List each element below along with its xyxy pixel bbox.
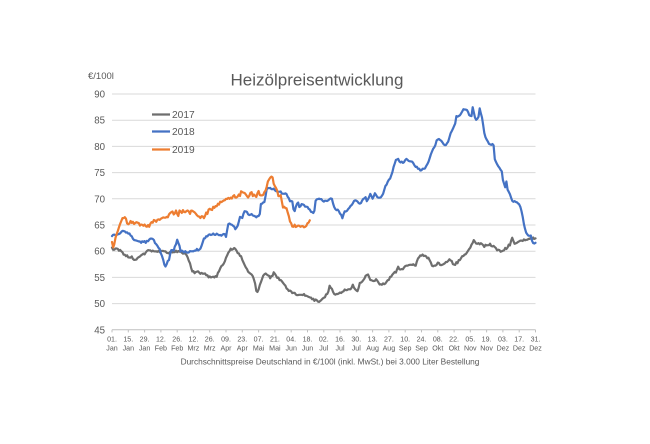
svg-text:26.: 26. bbox=[205, 336, 215, 344]
svg-text:29.: 29. bbox=[140, 336, 150, 344]
svg-text:Okt: Okt bbox=[432, 345, 443, 353]
svg-text:10.: 10. bbox=[400, 336, 410, 344]
svg-text:Jul: Jul bbox=[335, 345, 344, 353]
svg-text:15.: 15. bbox=[123, 336, 133, 344]
svg-text:Dez: Dez bbox=[497, 345, 510, 353]
svg-text:31.: 31. bbox=[531, 336, 541, 344]
svg-text:60: 60 bbox=[94, 247, 105, 258]
svg-text:Mrz: Mrz bbox=[204, 345, 216, 353]
svg-text:55: 55 bbox=[94, 273, 105, 284]
svg-text:Jan: Jan bbox=[106, 345, 117, 353]
svg-text:Jan: Jan bbox=[123, 345, 134, 353]
svg-text:01.: 01. bbox=[107, 336, 117, 344]
svg-text:Durchschnittspreise Deutschlan: Durchschnittspreise Deutschland in €/100… bbox=[181, 357, 480, 367]
svg-text:30.: 30. bbox=[351, 336, 361, 344]
svg-text:Feb: Feb bbox=[155, 345, 167, 353]
svg-text:Mrz: Mrz bbox=[187, 345, 199, 353]
svg-text:Nov: Nov bbox=[480, 345, 493, 353]
svg-text:26.: 26. bbox=[172, 336, 182, 344]
svg-text:08.: 08. bbox=[433, 336, 443, 344]
svg-text:27.: 27. bbox=[384, 336, 394, 344]
svg-text:Jun: Jun bbox=[302, 345, 313, 353]
svg-text:04.: 04. bbox=[286, 336, 296, 344]
svg-text:Apr: Apr bbox=[237, 345, 249, 353]
svg-text:21.: 21. bbox=[270, 336, 280, 344]
svg-text:70: 70 bbox=[94, 194, 105, 205]
svg-text:02.: 02. bbox=[319, 336, 329, 344]
svg-text:Mai: Mai bbox=[269, 345, 281, 353]
svg-text:Jul: Jul bbox=[352, 345, 361, 353]
svg-text:2017: 2017 bbox=[172, 110, 195, 121]
svg-text:Feb: Feb bbox=[171, 345, 183, 353]
svg-text:2018: 2018 bbox=[172, 127, 195, 138]
svg-text:45: 45 bbox=[94, 325, 105, 336]
svg-text:75: 75 bbox=[94, 168, 105, 179]
svg-text:Jul: Jul bbox=[319, 345, 328, 353]
svg-text:50: 50 bbox=[94, 299, 105, 310]
svg-text:€/100l: €/100l bbox=[88, 71, 114, 82]
svg-text:24.: 24. bbox=[417, 336, 427, 344]
svg-text:22.: 22. bbox=[449, 336, 459, 344]
svg-text:85: 85 bbox=[94, 116, 105, 127]
svg-text:Sep: Sep bbox=[415, 345, 428, 353]
svg-text:80: 80 bbox=[94, 142, 105, 153]
svg-text:Mai: Mai bbox=[253, 345, 265, 353]
svg-text:65: 65 bbox=[94, 221, 105, 232]
svg-text:Nov: Nov bbox=[464, 345, 477, 353]
svg-text:Aug: Aug bbox=[366, 345, 379, 353]
svg-text:Jun: Jun bbox=[285, 345, 296, 353]
svg-text:Okt: Okt bbox=[449, 345, 460, 353]
svg-text:Dez: Dez bbox=[513, 345, 526, 353]
svg-text:Apr: Apr bbox=[220, 345, 232, 353]
svg-text:13.: 13. bbox=[368, 336, 378, 344]
svg-text:Jan: Jan bbox=[139, 345, 150, 353]
svg-text:2019: 2019 bbox=[172, 145, 195, 156]
svg-text:03.: 03. bbox=[498, 336, 508, 344]
svg-text:18.: 18. bbox=[303, 336, 313, 344]
svg-text:Aug: Aug bbox=[383, 345, 396, 353]
svg-text:19.: 19. bbox=[482, 336, 492, 344]
svg-text:12.: 12. bbox=[188, 336, 198, 344]
svg-text:07.: 07. bbox=[254, 336, 264, 344]
svg-text:23.: 23. bbox=[237, 336, 247, 344]
svg-text:12.: 12. bbox=[156, 336, 166, 344]
svg-text:17.: 17. bbox=[514, 336, 524, 344]
svg-text:09.: 09. bbox=[221, 336, 231, 344]
svg-text:Sep: Sep bbox=[399, 345, 412, 353]
svg-text:16.: 16. bbox=[335, 336, 345, 344]
svg-text:90: 90 bbox=[94, 90, 105, 101]
svg-text:Heizölpreisentwicklung: Heizölpreisentwicklung bbox=[231, 71, 404, 90]
svg-text:Dez: Dez bbox=[529, 345, 542, 353]
svg-text:05.: 05. bbox=[465, 336, 475, 344]
